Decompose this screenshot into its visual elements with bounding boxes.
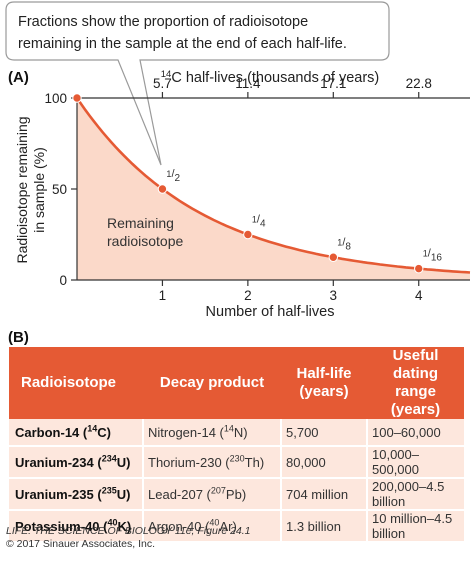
callout: Fractions show the proportion of radiois…: [5, 1, 390, 166]
radioisotope-table: Radioisotope Decay product Half-life (ye…: [9, 347, 464, 541]
x-axis-tick-label: 3: [330, 288, 338, 303]
decay-curve: [75, 97, 471, 274]
fraction-label: 1/16: [423, 248, 443, 264]
table-row: Potassium-40 (40K) Argon-40 (40Ar) 1.3 b…: [9, 509, 464, 541]
top-axis-tick-label: 5.7: [153, 76, 172, 91]
radioisotope-cell: Uranium-235 (235U): [9, 477, 143, 510]
table-row: Uranium-235 (235U) Lead-207 (207Pb) 704 …: [9, 477, 464, 510]
y-axis-tick-label: 100: [44, 91, 67, 106]
radioisotope-cell: Uranium-234 (234U): [9, 445, 143, 478]
data-point: [414, 263, 424, 274]
data-point: [72, 93, 82, 103]
header-dating-range: Useful dating range (years): [367, 347, 464, 419]
header-decay-product: Decay product: [143, 347, 281, 419]
fraction-label: 1/2: [166, 168, 180, 184]
figure-credit: LIFE: THE SCIENCE OF BIOLOGY 11e, Figure…: [6, 525, 251, 551]
dating-table-container: Radioisotope Decay product Half-life (ye…: [9, 347, 464, 541]
dating-range-cell: 10 million–4.5 billion: [366, 509, 464, 541]
y-axis-title-line-1: Radioisotope remaining: [14, 116, 30, 263]
data-point: [328, 252, 339, 262]
half-life-cell: 1.3 billion: [280, 509, 367, 541]
credit-source: LIFE: THE SCIENCE OF BIOLOGY 11e, Figure…: [6, 525, 251, 537]
top-axis-title-rest: C half-lives (thousands of years): [171, 70, 379, 86]
decay-product-cell: Argon-40 (40Ar): [142, 509, 281, 541]
dating-range-cell: 100–60,000: [366, 419, 464, 446]
data-point: [157, 184, 168, 194]
plot-area: 5.7 11.4 17.1 22.8 0 50 100 1 2 3 4 Remaining radioi…: [44, 76, 471, 303]
callout-line-1: Fractions show the proportion of radiois…: [18, 14, 308, 30]
radioisotope-cell: Carbon-14 (14C): [9, 419, 143, 446]
top-axis-tick-label: 11.4: [235, 76, 261, 91]
top-axis-tick-label: 17.1: [320, 76, 346, 91]
panel-a-label: (A): [8, 69, 29, 86]
data-point: [243, 229, 253, 240]
decay-product-cell: Lead-207 (207Pb): [142, 477, 281, 510]
half-life-cell: 704 million: [280, 477, 367, 510]
decay-product-cell: Thorium-230 (230Th): [142, 445, 281, 478]
table-row: Carbon-14 (14C) Nitrogen-14 (14N) 5,700 …: [9, 419, 464, 446]
credit-copyright: © 2017 Sinauer Associates, Inc.: [6, 538, 155, 550]
x-axis-tick-label: 1: [159, 288, 167, 303]
radioisotope-cell: Potassium-40 (40K): [9, 509, 143, 541]
fraction-label: 1/8: [337, 236, 351, 252]
table-row: Uranium-234 (234U) Thorium-230 (230Th) 8…: [9, 445, 464, 478]
y-axis-title-line-2: in sample (%): [31, 147, 47, 233]
top-axis-tick-label: 22.8: [406, 76, 432, 91]
half-life-cell: 5,700: [280, 419, 367, 446]
x-axis-title: Number of half-lives: [206, 304, 335, 320]
dating-range-cell: 10,000–500,000: [366, 445, 464, 478]
remaining-area: [77, 98, 470, 280]
x-axis-tick-label: 4: [415, 288, 423, 303]
header-radioisotope: Radioisotope: [9, 347, 143, 419]
header-half-life: Half-life (years): [281, 347, 367, 419]
table-header-row: Radioisotope Decay product Half-life (ye…: [9, 347, 464, 419]
area-label-line: radioisotope: [107, 233, 183, 249]
top-axis-title: 14C half-lives (thousands of years): [161, 69, 380, 86]
area-label-line: Remaining: [107, 215, 174, 231]
callout-bubble: [5, 1, 390, 166]
dating-range-cell: 200,000–4.5 billion: [366, 477, 464, 510]
callout-line-2: remaining in the sample at the end of ea…: [18, 36, 347, 52]
x-axis-tick-label: 2: [244, 288, 252, 303]
top-axis-title-sup: 14: [161, 69, 172, 80]
y-axis-tick-label: 50: [52, 182, 67, 197]
decay-product-cell: Nitrogen-14 (14N): [142, 419, 281, 446]
half-life-chart: Fractions show the proportion of radiois…: [5, 1, 471, 345]
panel-b-label: (B): [8, 329, 29, 345]
fraction-label: 1/4: [252, 214, 266, 230]
half-life-cell: 80,000: [280, 445, 367, 478]
y-axis-tick-label: 0: [59, 273, 67, 288]
